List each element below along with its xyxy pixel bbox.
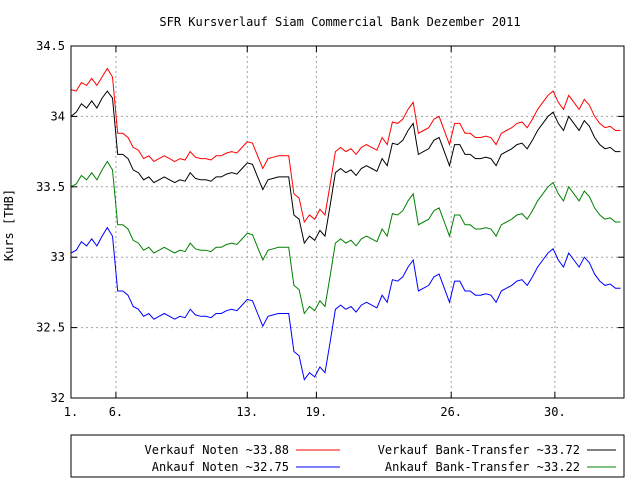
y-tick-label: 32.5	[36, 321, 65, 335]
x-tick-label: 26.	[440, 405, 462, 419]
x-tick-label: 30.	[544, 405, 566, 419]
x-tick-label: 1.	[64, 405, 78, 419]
series-layer	[70, 67, 621, 381]
plot-area-border	[70, 45, 625, 399]
y-axis-label: Kurs [THB]	[2, 189, 16, 261]
chart-title: SFR Kursverlauf Siam Commercial Bank Dez…	[159, 15, 520, 29]
y-tick-label: 33	[51, 250, 65, 264]
x-tick-label: 19.	[306, 405, 328, 419]
series-line-1	[70, 90, 621, 245]
series-line-3	[70, 226, 621, 381]
y-tick-label: 34	[51, 109, 65, 123]
axis-ticks: 32 32.5 33 33.5 34 34.5 1. 6. 13. 19. 26. 30.	[36, 39, 624, 419]
y-tick-label: 33.5	[36, 180, 65, 194]
series-line-2	[70, 160, 621, 315]
x-tick-label: 6.	[109, 405, 123, 419]
legend-box	[70, 434, 625, 478]
series-line-0	[70, 67, 621, 224]
y-tick-label: 34.5	[36, 39, 65, 53]
grid-lines	[71, 46, 624, 398]
legend-label: Ankauf Bank-Transfer ~33.22	[385, 460, 580, 474]
legend-label: Verkauf Bank-Transfer ~33.72	[378, 443, 580, 457]
legend: Verkauf Noten ~33.88 Verkauf Bank-Transfe…	[70, 434, 625, 478]
legend-label: Verkauf Noten ~33.88	[145, 443, 290, 457]
legend-label: Ankauf Noten ~32.75	[152, 460, 289, 474]
x-tick-label: 13.	[236, 405, 258, 419]
y-tick-label: 32	[51, 391, 65, 405]
